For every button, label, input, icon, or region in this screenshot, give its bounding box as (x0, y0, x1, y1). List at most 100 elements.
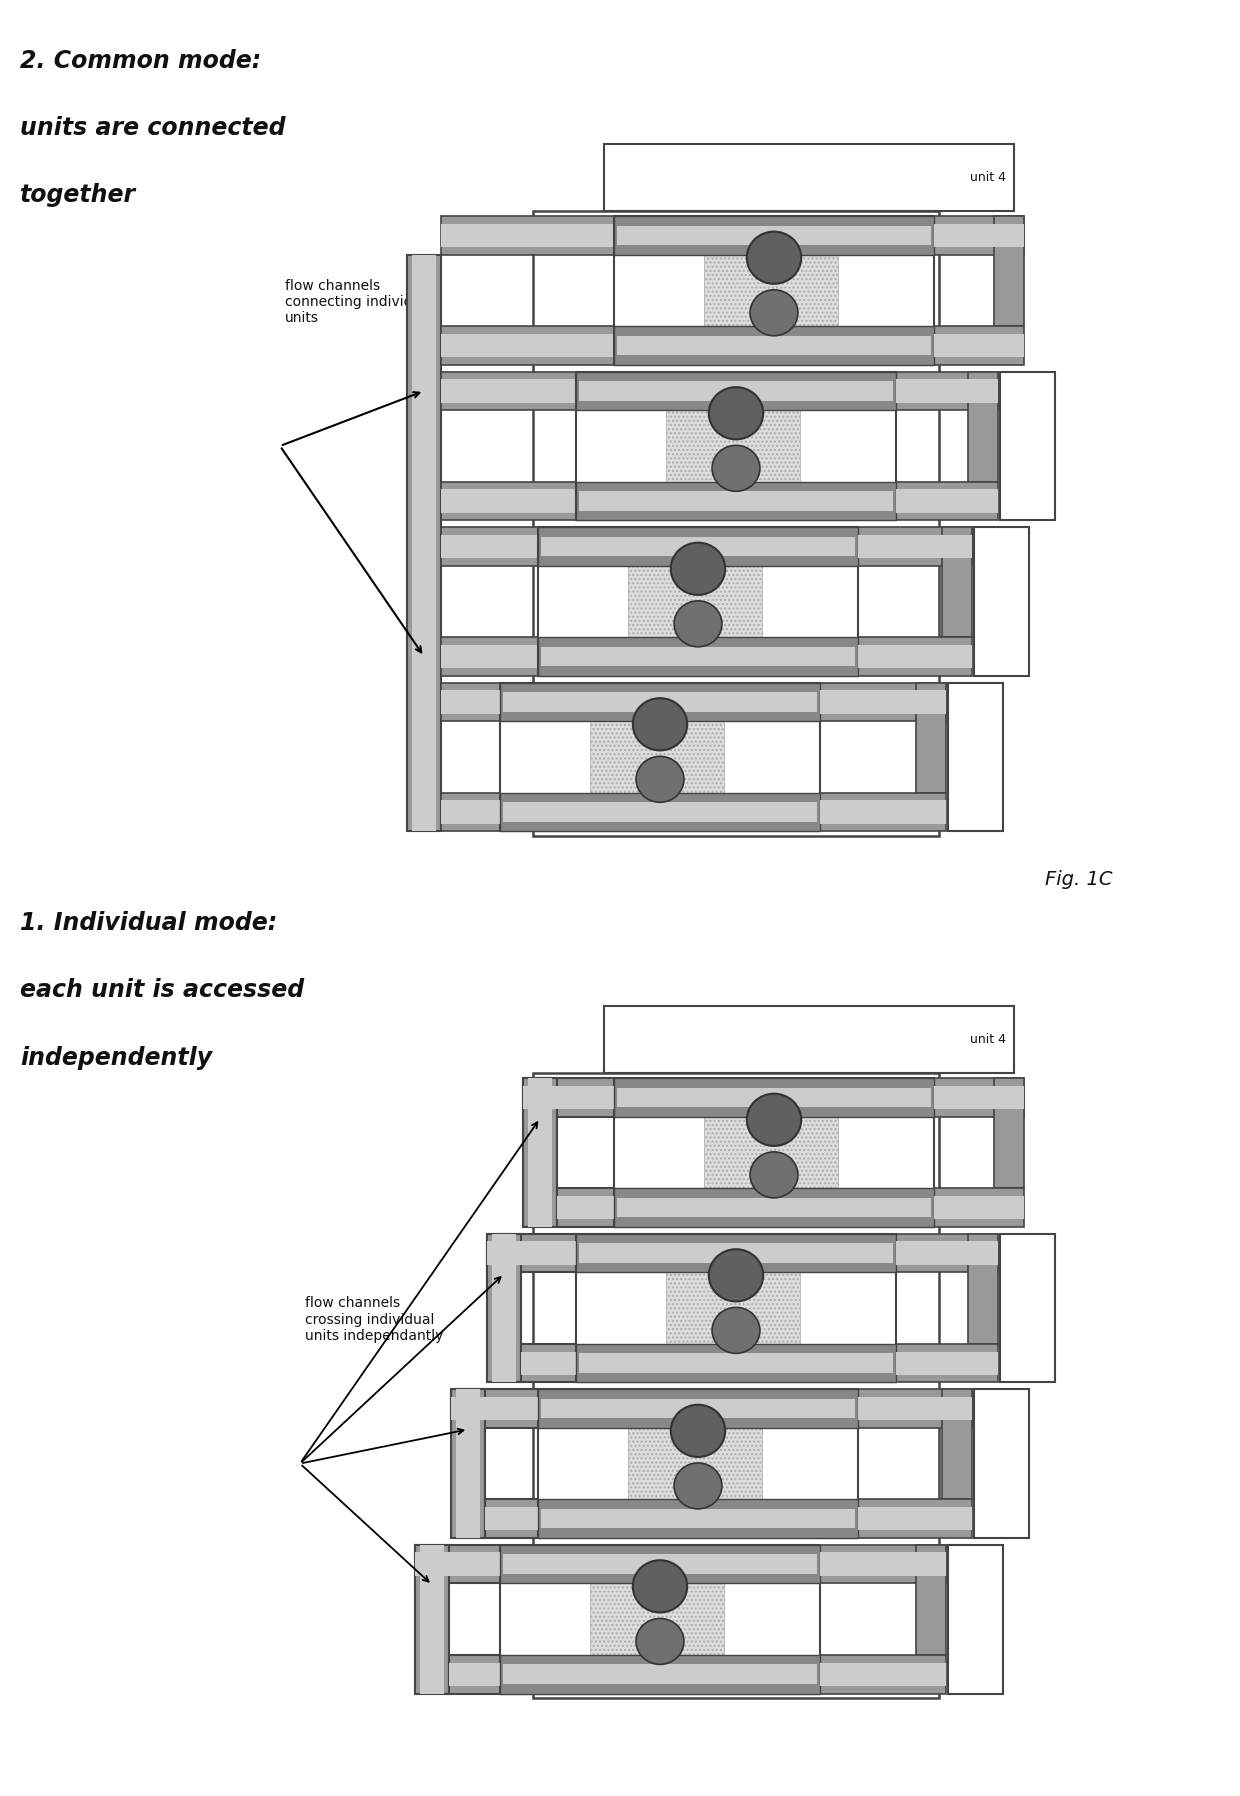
Bar (820, 1663, 946, 1686)
Bar (820, 1552, 946, 1575)
Bar (441, 638, 538, 675)
Bar (577, 372, 897, 409)
Bar (451, 1388, 485, 1537)
Bar (521, 1352, 577, 1374)
Bar (934, 334, 1024, 357)
Bar (589, 1545, 724, 1694)
Bar (934, 216, 1024, 255)
Bar (934, 224, 1024, 248)
Text: unit 1: unit 1 (968, 1600, 982, 1638)
Text: flow channels
connecting individual
units: flow channels connecting individual unit… (285, 278, 434, 325)
Bar (533, 1074, 939, 1699)
Text: unit 1: unit 1 (968, 738, 982, 776)
Bar (999, 1234, 1055, 1383)
Bar (500, 682, 820, 722)
Circle shape (709, 1250, 763, 1302)
Circle shape (750, 1151, 797, 1198)
Circle shape (632, 1561, 687, 1613)
Bar (503, 803, 817, 823)
Circle shape (671, 542, 725, 594)
Bar (451, 1388, 538, 1428)
Bar (492, 1234, 516, 1383)
Bar (993, 1078, 1024, 1189)
Bar (934, 1189, 1024, 1227)
Bar (897, 1234, 998, 1272)
Bar (858, 1388, 972, 1428)
Bar (500, 682, 820, 832)
Bar (441, 490, 577, 512)
Bar (618, 1198, 931, 1218)
Bar (993, 216, 1024, 327)
Bar (533, 212, 939, 837)
Bar (503, 691, 817, 711)
Bar (441, 327, 614, 365)
Bar (858, 638, 972, 675)
Bar (538, 1388, 858, 1537)
Bar (703, 1078, 838, 1227)
Bar (614, 1189, 934, 1227)
Bar (441, 379, 577, 402)
Bar (916, 1545, 946, 1654)
Bar (703, 216, 838, 365)
Bar (858, 645, 972, 668)
Text: unit 2: unit 2 (994, 1446, 1008, 1482)
Bar (441, 372, 577, 409)
Bar (579, 1354, 893, 1372)
Bar (538, 1500, 858, 1537)
Bar (577, 372, 897, 521)
Bar (577, 481, 897, 521)
Bar (523, 1078, 557, 1227)
Bar (500, 1654, 820, 1694)
Text: each unit is accessed: each unit is accessed (20, 979, 304, 1002)
Bar (820, 682, 946, 722)
Bar (441, 224, 614, 248)
Circle shape (675, 602, 722, 647)
Bar (487, 1234, 521, 1383)
Bar (858, 1397, 972, 1421)
Text: units are connected: units are connected (20, 117, 285, 140)
Circle shape (712, 445, 760, 492)
Bar (503, 1554, 817, 1573)
Text: unit 4: unit 4 (970, 171, 1006, 185)
Circle shape (675, 1464, 722, 1509)
Bar (916, 682, 946, 792)
Bar (858, 1500, 972, 1537)
Bar (523, 1087, 614, 1110)
Bar (897, 1343, 998, 1383)
Bar (441, 481, 577, 521)
Bar (487, 1241, 577, 1264)
Bar (441, 216, 614, 255)
Text: independently: independently (20, 1045, 212, 1069)
Bar (627, 1388, 763, 1537)
Bar (627, 526, 763, 675)
Bar (897, 481, 998, 521)
Bar (538, 526, 858, 566)
Bar (500, 1545, 820, 1584)
Bar (897, 1241, 998, 1264)
Bar (521, 1343, 577, 1383)
Bar (449, 1663, 500, 1686)
Bar (579, 492, 893, 510)
Bar (934, 327, 1024, 365)
Text: unit 2: unit 2 (994, 584, 1008, 620)
Bar (858, 535, 972, 559)
Bar (456, 1388, 480, 1537)
Bar (820, 792, 946, 832)
Bar (441, 645, 538, 668)
Bar (485, 1500, 538, 1537)
Bar (897, 490, 998, 512)
Text: unit 3: unit 3 (1021, 1290, 1034, 1325)
Text: Fig. 1C: Fig. 1C (1045, 869, 1112, 889)
Bar (967, 1234, 998, 1343)
Bar (503, 1665, 817, 1685)
Bar (934, 1087, 1024, 1110)
Bar (487, 1234, 577, 1272)
Bar (407, 255, 441, 832)
Bar (485, 1507, 538, 1530)
Bar (897, 379, 998, 402)
Bar (820, 1545, 946, 1584)
Bar (441, 334, 614, 357)
Bar (538, 638, 858, 675)
Bar (541, 1509, 854, 1528)
Text: flow channels
crossing individual
units independantly: flow channels crossing individual units … (305, 1297, 444, 1343)
